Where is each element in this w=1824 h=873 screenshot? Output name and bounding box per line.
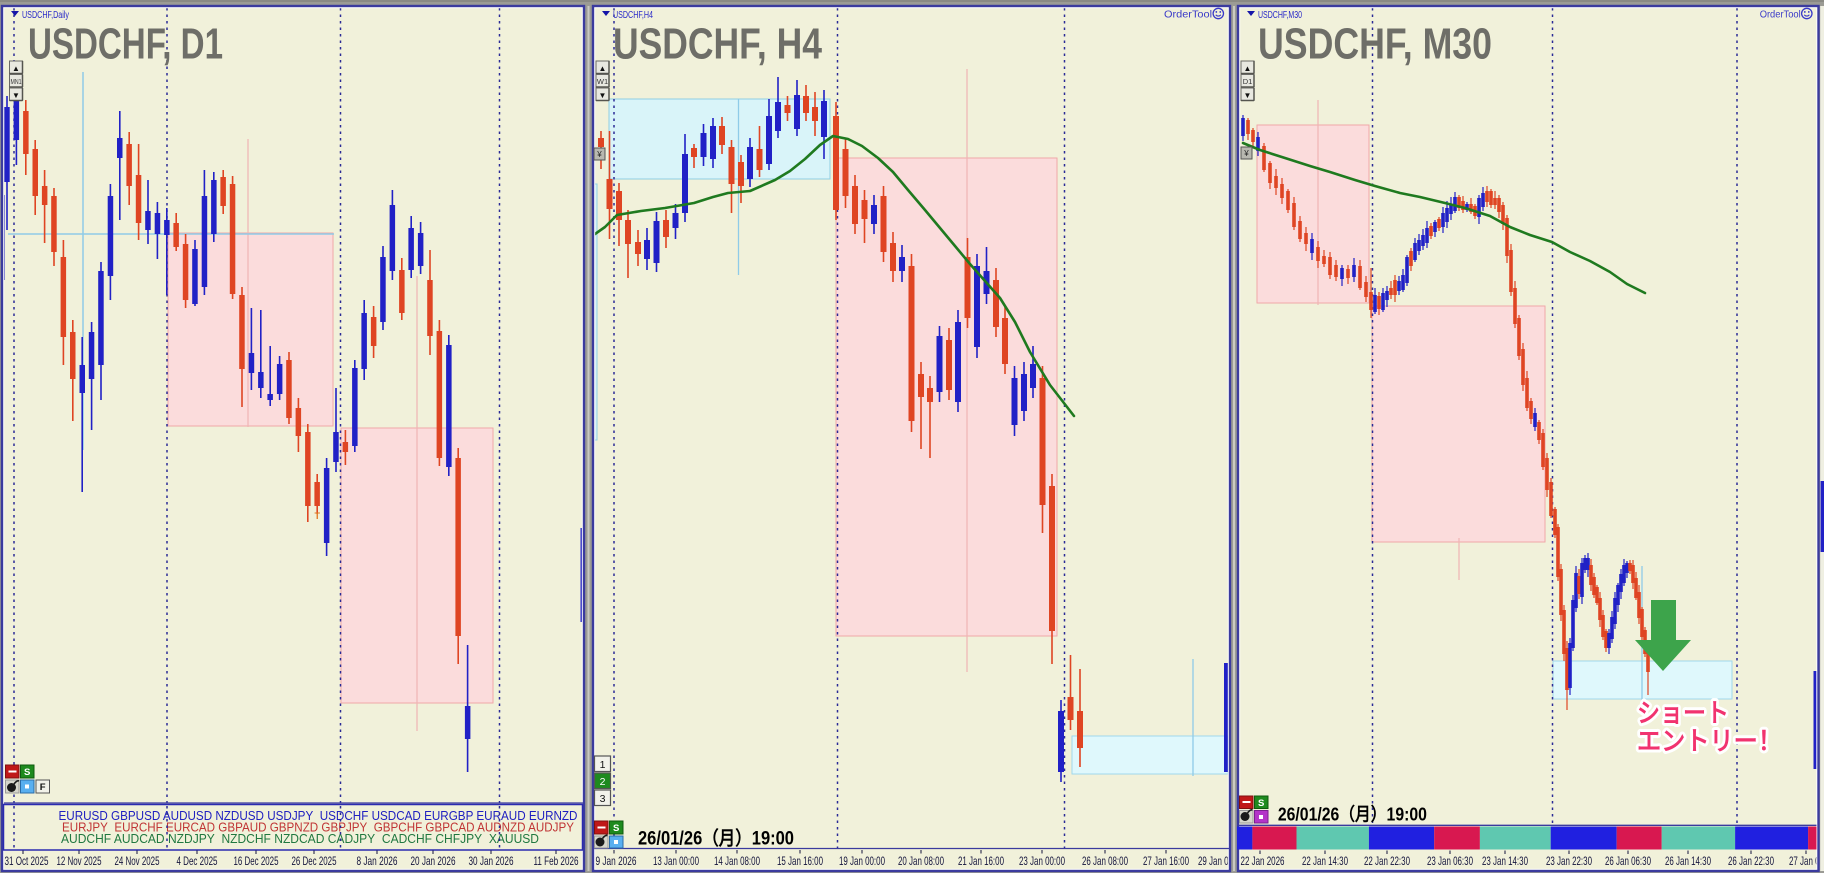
svg-text:▼: ▼ — [1244, 91, 1252, 100]
svg-text:31 Oct 2025: 31 Oct 2025 — [5, 854, 49, 868]
svg-text:20 Jan 2026: 20 Jan 2026 — [411, 854, 456, 868]
svg-text:26 Dec 2025: 26 Dec 2025 — [292, 854, 337, 868]
svg-text:S: S — [613, 823, 619, 834]
svg-text:▲: ▲ — [599, 64, 607, 73]
svg-text:¥: ¥ — [596, 150, 602, 159]
svg-text:S: S — [24, 767, 30, 778]
svg-text:26/01/26（月）19:00: 26/01/26（月）19:00 — [1278, 805, 1427, 825]
svg-text:19 Jan 00:00: 19 Jan 00:00 — [839, 854, 885, 868]
svg-text:29 Jan 00:00: 29 Jan 00:00 — [1198, 854, 1244, 868]
svg-text:26 Jan 06:30: 26 Jan 06:30 — [1605, 854, 1651, 868]
svg-text:▼: ▼ — [599, 91, 607, 100]
svg-text:22 Jan 22:30: 22 Jan 22:30 — [1364, 854, 1410, 868]
svg-text:EURUSD GBPUSD AUDUSD NZDUSD US: EURUSD GBPUSD AUDUSD NZDUSD USDJPY USDCH… — [59, 808, 578, 823]
svg-text:T: T — [314, 511, 320, 521]
svg-text:F: F — [40, 782, 46, 793]
svg-text:USDCHF, D1: USDCHF, D1 — [28, 20, 223, 69]
svg-text:27 Jan 06:30: 27 Jan 06:30 — [1789, 854, 1824, 868]
svg-text:AUDCHF AUDCAD NZDJPY NZDCHF N: AUDCHF AUDCAD NZDJPY NZDCHF NZDCAD CADJP… — [61, 831, 539, 846]
svg-text:USDCHF, H4: USDCHF, H4 — [613, 20, 822, 69]
svg-text:EURJPY EURCHF EURCAD GBPAUD G: EURJPY EURCHF EURCAD GBPAUD GBPNZD GBPJP… — [62, 820, 574, 835]
svg-text:W1: W1 — [597, 77, 608, 86]
svg-text:9 Jan 2026: 9 Jan 2026 — [596, 854, 637, 868]
svg-text:22 Jan 14:30: 22 Jan 14:30 — [1302, 854, 1348, 868]
svg-text:▲: ▲ — [1244, 64, 1252, 73]
svg-text:12 Nov 2025: 12 Nov 2025 — [57, 854, 102, 868]
svg-text:3: 3 — [600, 793, 606, 805]
svg-text:26 Jan 22:30: 26 Jan 22:30 — [1728, 854, 1774, 868]
svg-text:26 Jan 08:00: 26 Jan 08:00 — [1082, 854, 1128, 868]
svg-text:20 Jan 08:00: 20 Jan 08:00 — [898, 854, 944, 868]
svg-text:1: 1 — [600, 759, 606, 771]
svg-text:26 Jan 14:30: 26 Jan 14:30 — [1665, 854, 1711, 868]
svg-text:23 Jan 06:30: 23 Jan 06:30 — [1427, 854, 1473, 868]
svg-text:23 Jan 14:30: 23 Jan 14:30 — [1482, 854, 1528, 868]
svg-text:22 Jan 2026: 22 Jan 2026 — [1241, 854, 1285, 868]
svg-text:16 Dec 2025: 16 Dec 2025 — [234, 854, 279, 868]
svg-text:S: S — [1258, 798, 1264, 809]
svg-text:MN1: MN1 — [11, 77, 22, 86]
svg-text:エントリー！: エントリー！ — [1637, 726, 1782, 756]
svg-text:OrderTool: OrderTool — [1760, 10, 1801, 21]
svg-text:23 Jan 22:30: 23 Jan 22:30 — [1546, 854, 1592, 868]
svg-text:OrderTool: OrderTool — [1164, 10, 1212, 21]
svg-text:USDCHF,M30: USDCHF,M30 — [1258, 10, 1302, 21]
svg-text:2: 2 — [600, 776, 606, 788]
svg-text:13 Jan 00:00: 13 Jan 00:00 — [653, 854, 699, 868]
svg-text:▼: ▼ — [12, 91, 20, 100]
svg-text:26/01/26（月）19:00: 26/01/26（月）19:00 — [638, 827, 794, 850]
svg-text:¥: ¥ — [1243, 149, 1249, 158]
svg-text:27 Jan 16:00: 27 Jan 16:00 — [1143, 854, 1189, 868]
svg-text:ショート: ショート — [1637, 698, 1729, 728]
svg-text:USDCHF,Daily: USDCHF,Daily — [22, 10, 69, 21]
svg-text:▲: ▲ — [12, 64, 20, 73]
svg-text:11 Feb 2026: 11 Feb 2026 — [534, 854, 579, 868]
svg-text:8 Jan 2026: 8 Jan 2026 — [357, 854, 398, 868]
svg-text:4 Dec 2025: 4 Dec 2025 — [177, 854, 218, 868]
svg-text:USDCHF,H4: USDCHF,H4 — [613, 10, 653, 21]
svg-text:USDCHF, M30: USDCHF, M30 — [1258, 20, 1492, 69]
svg-text:23 Jan 00:00: 23 Jan 00:00 — [1019, 854, 1065, 868]
svg-text:24 Nov 2025: 24 Nov 2025 — [115, 854, 160, 868]
svg-text:14 Jan 08:00: 14 Jan 08:00 — [714, 854, 760, 868]
svg-text:D1: D1 — [1243, 77, 1253, 86]
svg-text:30 Jan 2026: 30 Jan 2026 — [469, 854, 514, 868]
svg-text:21 Jan 16:00: 21 Jan 16:00 — [958, 854, 1004, 868]
svg-text:15 Jan 16:00: 15 Jan 16:00 — [777, 854, 823, 868]
